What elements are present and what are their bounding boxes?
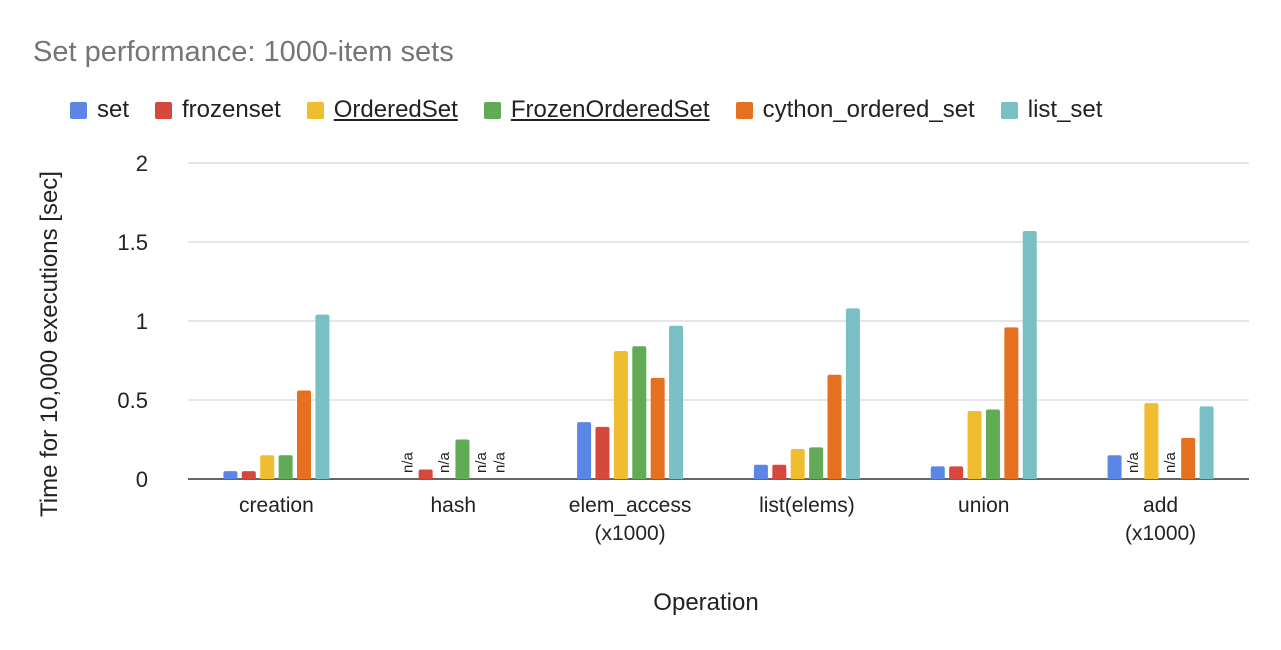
legend-label: OrderedSet	[333, 96, 458, 123]
bar	[827, 374, 842, 479]
legend-label: list_set	[1027, 96, 1103, 123]
x-tick-label: elem_access	[569, 494, 692, 517]
bar	[790, 448, 805, 479]
bar	[650, 377, 665, 479]
y-tick-label: 0	[136, 467, 148, 492]
x-axis-title: Operation	[653, 589, 758, 616]
chart-title: Set performance: 1000-item sets	[33, 36, 454, 68]
na-label: n/a	[473, 451, 490, 473]
bar	[1144, 403, 1159, 479]
legend-label: FrozenOrderedSet	[510, 96, 710, 123]
x-tick-label: creation	[239, 494, 314, 517]
bar	[1199, 406, 1214, 479]
bar	[595, 426, 610, 479]
legend-item-frozenset: frozenset	[155, 96, 281, 124]
y-axis-title: Time for 10,000 executions [sec]	[36, 171, 63, 517]
bar	[949, 466, 964, 479]
legend-item-set: set	[70, 96, 129, 124]
legend: set frozenset OrderedSet FrozenOrderedSet cy…	[70, 94, 1128, 126]
x-tick-label: (x1000)	[594, 522, 665, 545]
y-tick-label: 0.5	[117, 388, 148, 413]
x-tick-label: union	[958, 494, 1009, 517]
x-tick-label: add	[1143, 494, 1178, 517]
x-tick-label: hash	[430, 494, 476, 517]
bar	[455, 439, 470, 479]
y-tick-label: 2	[136, 151, 148, 176]
legend-swatch	[1000, 101, 1018, 119]
bar	[669, 325, 684, 479]
x-tick-label: list(elems)	[759, 494, 855, 517]
legend-label: cython_ordered_set	[762, 96, 975, 123]
legend-label: frozenset	[182, 96, 281, 123]
bar	[278, 455, 293, 479]
legend-swatch	[306, 101, 324, 119]
legend-swatch	[155, 101, 173, 119]
y-tick-label: 1	[136, 309, 148, 334]
bar	[809, 447, 824, 479]
bar	[1022, 230, 1037, 479]
bar	[1107, 455, 1122, 479]
na-label: n/a	[436, 451, 453, 473]
bar	[845, 308, 860, 479]
bar	[297, 390, 312, 479]
y-tick-label: 1.5	[117, 230, 148, 255]
bar	[241, 471, 256, 479]
bar	[753, 464, 768, 479]
bar	[223, 471, 238, 479]
legend-label: set	[97, 96, 130, 123]
bar	[930, 466, 945, 479]
legend-item-frozenorderedset: FrozenOrderedSet	[483, 96, 710, 124]
na-label: n/a	[1162, 451, 1179, 473]
legend-swatch	[70, 101, 87, 119]
bar	[315, 314, 330, 479]
bar	[418, 469, 433, 479]
na-label: n/a	[1125, 451, 1142, 473]
bar	[632, 346, 647, 479]
bar	[1181, 437, 1196, 479]
legend-item-orderedset: OrderedSet	[306, 96, 458, 124]
legend-item-list-set: list_set	[1000, 96, 1103, 124]
bar	[577, 422, 592, 479]
legend-swatch	[735, 101, 753, 119]
bar	[613, 351, 628, 479]
bar	[1004, 327, 1019, 479]
bar	[260, 455, 275, 479]
legend-item-cython-ordered-set: cython_ordered_set	[735, 96, 975, 124]
bar	[985, 409, 1000, 479]
na-label: n/a	[491, 451, 508, 473]
bar	[772, 464, 787, 479]
bar	[967, 411, 982, 479]
legend-swatch	[483, 101, 501, 119]
na-label: n/a	[399, 451, 416, 473]
x-tick-label: (x1000)	[1125, 522, 1196, 545]
